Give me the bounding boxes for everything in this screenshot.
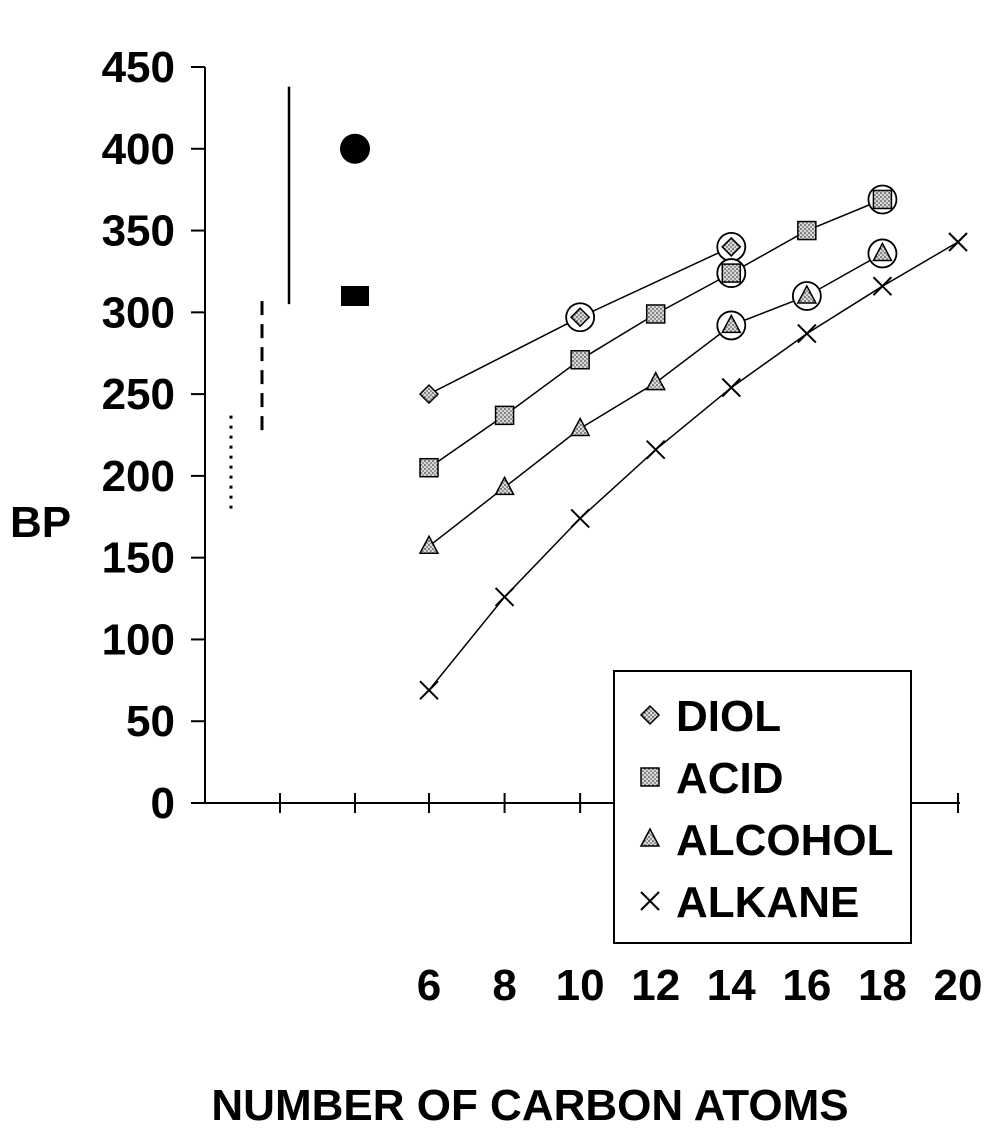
data-point-diol: [418, 384, 440, 405]
data-point-acid: [872, 189, 893, 210]
y-tick-label: 100: [102, 615, 175, 664]
series-acid: [419, 184, 898, 478]
range-bars: [229, 86, 370, 509]
data-point-alcohol: [418, 534, 440, 554]
data-point-alkane: [948, 232, 968, 252]
legend: DIOL ACID ALCOHOL ALKANE: [613, 670, 912, 944]
legend-label: ACID: [676, 754, 784, 803]
legend-marker-alcohol: [639, 827, 661, 847]
legend-marker-acid: [640, 767, 660, 787]
y-axis-title: BP: [10, 498, 71, 547]
y-tick-label: 250: [102, 370, 175, 419]
legend-marker-alkane: [640, 891, 660, 911]
data-point-alkane: [570, 508, 590, 529]
marker-stroke: [640, 891, 660, 911]
reference-point-circle: [340, 133, 370, 164]
data-point-acid: [645, 304, 666, 324]
marker-stroke: [797, 323, 817, 344]
y-tick-label: 50: [126, 697, 175, 746]
x-tick-label: 14: [707, 961, 756, 1010]
series-alcohol: [418, 238, 898, 554]
y-tick-label: 350: [102, 207, 175, 256]
series-layer: [418, 184, 968, 700]
x-tick-label: 16: [782, 961, 831, 1010]
y-tick-label: 150: [102, 534, 175, 583]
data-point-alcohol: [569, 416, 591, 437]
data-point-acid: [570, 350, 590, 370]
data-point-alkane: [419, 680, 439, 700]
y-tick-label: 200: [102, 452, 175, 501]
x-tick-label: 8: [492, 961, 516, 1010]
data-point-alkane: [721, 377, 741, 398]
data-point-acid: [419, 457, 439, 478]
legend-label: ALCOHOL: [676, 816, 894, 865]
y-tick-label: 300: [102, 288, 175, 337]
axes: 0 50 100 150 200 250 300 350 400 450 6 8 10 12 14 16 18 2…: [102, 43, 983, 1010]
x-tick-label: 10: [556, 961, 605, 1010]
series-diol: [418, 232, 747, 405]
data-point-alcohol: [645, 371, 666, 391]
series-line-alkane: [428, 241, 959, 691]
reference-point-square: [341, 285, 369, 306]
data-point-acid: [721, 263, 742, 283]
x-tick-label: 12: [631, 961, 680, 1010]
data-point-alkane: [872, 276, 893, 296]
data-point-alcohol: [796, 284, 818, 304]
series-alkane: [419, 232, 968, 700]
legend-marker-diol: [639, 704, 661, 726]
y-tick-label: 400: [102, 125, 175, 174]
data-point-alcohol: [494, 475, 515, 496]
marker-stroke: [721, 377, 741, 398]
x-tick-label: 18: [858, 961, 907, 1010]
data-point-alkane: [646, 440, 666, 460]
x-tick-label: 20: [934, 961, 983, 1010]
legend-label: ALKANE: [676, 878, 859, 927]
y-tick-label: 0: [151, 779, 175, 828]
data-point-acid: [494, 405, 515, 426]
marker-stroke: [419, 680, 439, 700]
marker-stroke: [494, 587, 515, 607]
data-point-diol: [570, 307, 591, 328]
data-point-diol: [721, 236, 742, 257]
y-tick-label: 450: [102, 43, 175, 92]
marker-stroke: [872, 276, 893, 296]
legend-label: DIOL: [676, 692, 781, 741]
data-point-alcohol: [872, 241, 893, 262]
data-point-acid: [797, 220, 817, 241]
x-tick-label: 6: [417, 961, 441, 1010]
marker-stroke: [646, 440, 666, 460]
x-axis-title: NUMBER OF CARBON ATOMS: [211, 1081, 848, 1130]
data-point-alcohol: [721, 313, 742, 334]
legend-box: [613, 670, 912, 944]
data-point-alkane: [797, 323, 817, 344]
marker-stroke: [948, 232, 968, 252]
data-point-alkane: [494, 587, 515, 607]
marker-stroke: [570, 508, 590, 529]
